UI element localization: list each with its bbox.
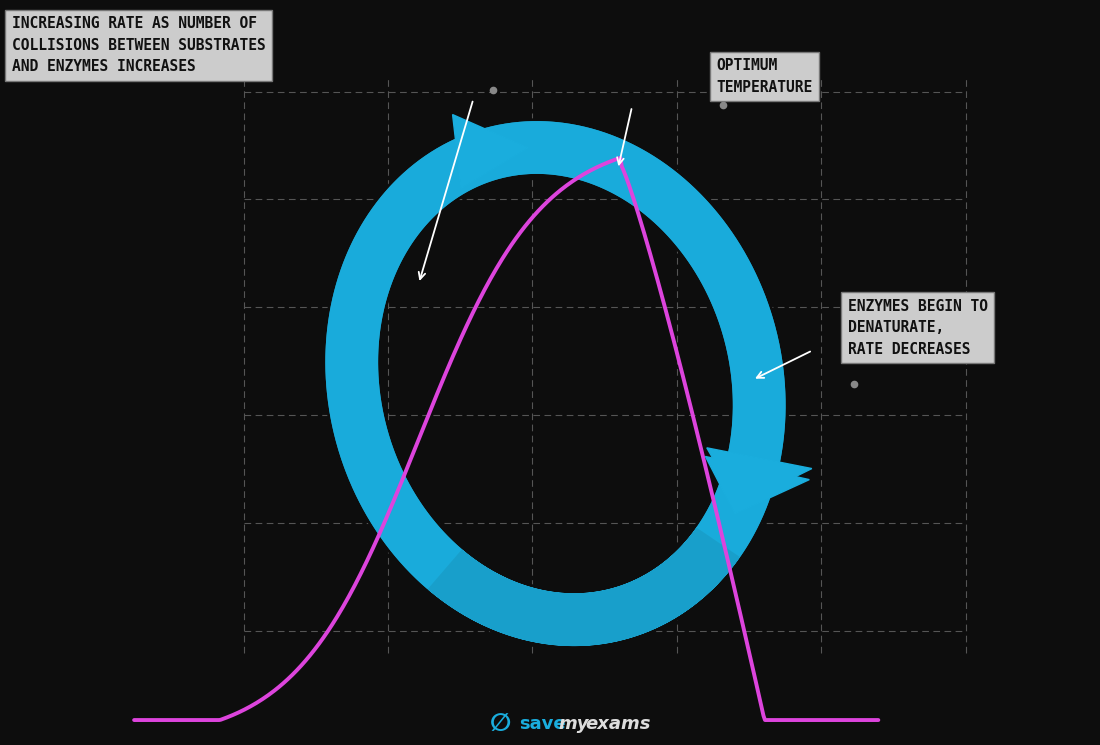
Text: save: save — [519, 715, 565, 733]
Text: exams: exams — [585, 715, 651, 733]
Text: INCREASING RATE AS NUMBER OF
COLLISIONS BETWEEN SUBSTRATES
AND ENZYMES INCREASES: INCREASING RATE AS NUMBER OF COLLISIONS … — [11, 16, 265, 75]
Polygon shape — [452, 115, 528, 188]
Polygon shape — [705, 457, 810, 514]
Text: ENZYMES BEGIN TO
DENATURATE,
RATE DECREASES: ENZYMES BEGIN TO DENATURATE, RATE DECREA… — [848, 299, 988, 357]
Text: ∅: ∅ — [490, 712, 512, 736]
Text: OPTIMUM
TEMPERATURE: OPTIMUM TEMPERATURE — [716, 58, 813, 95]
Text: my: my — [559, 715, 590, 733]
Polygon shape — [707, 448, 812, 504]
